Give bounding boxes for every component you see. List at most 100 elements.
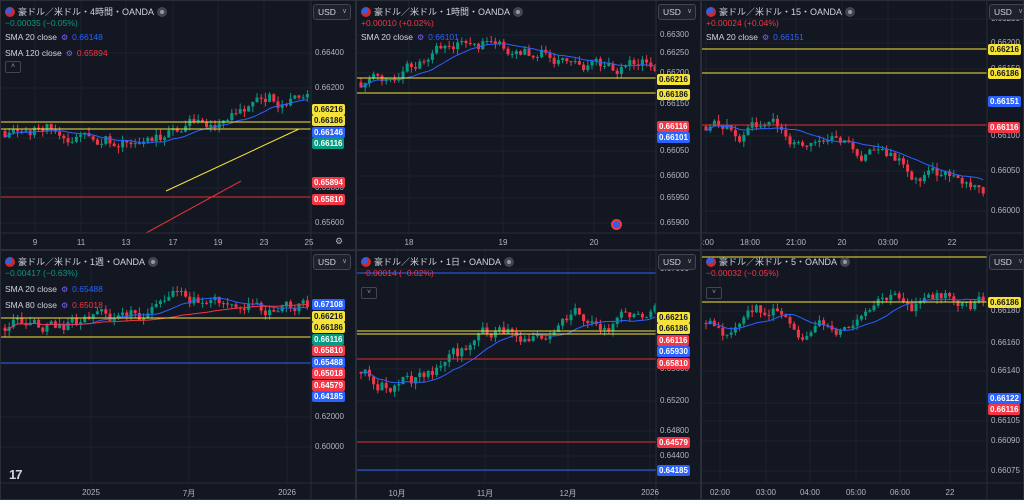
candle-body	[435, 367, 439, 376]
candle-body	[590, 61, 594, 66]
currency-label: USD	[994, 257, 1012, 267]
settings-icon[interactable]: ⚙	[65, 49, 73, 58]
candle-body	[725, 124, 729, 129]
symbol-header[interactable]: 豪ドル／米ドル・15・OANDA	[706, 5, 856, 18]
candle-body	[771, 118, 775, 122]
candle-body	[284, 104, 288, 106]
economic-event-icon[interactable]	[611, 219, 622, 230]
price-change: −0.00014 (−0.02%)	[361, 268, 434, 278]
candle-body	[969, 182, 973, 188]
indicator-legend[interactable]: SMA 20 close ⚙ 0.65488	[5, 284, 103, 294]
chart-pane[interactable]: 豪ドル／米ドル・4時間・OANDA −0.00035 (−0.05%) SMA 20…	[0, 0, 356, 250]
time-axis-label: 22	[947, 238, 957, 247]
indicator-legend[interactable]: SMA 120 close ⚙ 0.65894	[5, 48, 108, 58]
candle-body	[16, 129, 20, 132]
candle-body	[809, 332, 813, 336]
chart-pane[interactable]: 豪ドル／米ドル・15・OANDA +0.00024 (+0.04%) SMA 20 …	[701, 0, 1024, 250]
candle-body	[3, 327, 7, 331]
symbol-header[interactable]: 豪ドル／米ドル・1時間・OANDA	[361, 5, 524, 18]
settings-icon[interactable]: ⚙	[60, 285, 69, 294]
candle-body	[729, 124, 733, 131]
price-tag: 0.65894	[312, 177, 345, 188]
candle-body	[775, 308, 779, 312]
market-status-icon[interactable]	[148, 256, 159, 267]
candle-body	[775, 118, 779, 127]
candle-body	[519, 51, 523, 55]
settings-icon[interactable]: ⚙	[335, 236, 344, 246]
indicator-legend[interactable]: SMA 80 close ⚙ 0.65018	[5, 300, 103, 310]
collapse-legend-button[interactable]: ˅	[706, 287, 722, 299]
collapse-legend-button[interactable]: ˄	[5, 61, 21, 73]
candle-body	[918, 178, 922, 182]
chart-pane[interactable]: 豪ドル／米ドル・1時間・OANDA +0.00010 (+0.02%) SMA 20…	[356, 0, 701, 250]
candle-body	[359, 82, 363, 88]
market-status-icon[interactable]	[513, 6, 524, 17]
currency-selector[interactable]: USD ∨	[658, 254, 697, 270]
candle-body	[456, 348, 460, 357]
market-status-icon[interactable]	[840, 256, 851, 267]
price-plot[interactable]	[702, 251, 1024, 500]
candle-body	[481, 41, 485, 50]
currency-selector[interactable]: USD ∨	[989, 4, 1023, 20]
candle-body	[263, 98, 267, 102]
candle-body	[79, 322, 83, 325]
candle-body	[272, 309, 276, 312]
symbol-header[interactable]: 豪ドル／米ドル・1週・OANDA	[5, 255, 159, 268]
settings-icon[interactable]: ⚙	[60, 301, 69, 310]
currency-selector[interactable]: USD ∨	[658, 4, 697, 20]
symbol-header[interactable]: 豪ドル／米ドル・4時間・OANDA	[5, 5, 168, 18]
candle-body	[746, 310, 750, 318]
collapse-legend-button[interactable]: ˅	[361, 287, 377, 299]
indicator-legend[interactable]: SMA 20 close ⚙ 0.66151	[706, 32, 804, 42]
candle-body	[510, 328, 514, 333]
price-plot[interactable]	[357, 1, 701, 250]
candle-body	[464, 41, 468, 44]
price-tag: 0.64579	[657, 437, 690, 448]
indicator-legend[interactable]: SMA 20 close ⚙ 0.66148	[5, 32, 103, 42]
currency-selector[interactable]: USD ∨	[313, 4, 352, 20]
currency-selector[interactable]: USD ∨	[989, 254, 1023, 270]
candle-body	[217, 296, 221, 304]
candle-body	[927, 170, 931, 176]
price-tag: 0.66116	[657, 121, 690, 132]
candle-body	[472, 340, 476, 346]
time-axis-label: 19	[213, 238, 223, 247]
currency-selector[interactable]: USD ∨	[313, 254, 352, 270]
time-axis-label: 5:00	[702, 238, 714, 247]
candle-body	[62, 324, 66, 330]
chart-pane[interactable]: 豪ドル／米ドル・1日・OANDA −0.00014 (−0.02%) ˅ USD ∨ 0.…	[356, 250, 701, 500]
chart-pane[interactable]: 豪ドル／米ドル・1週・OANDA −0.00417 (−0.63%) SMA 20 …	[0, 250, 356, 500]
market-status-icon[interactable]	[504, 256, 515, 267]
candle-body	[175, 128, 179, 132]
symbol-header[interactable]: 豪ドル／米ドル・5・OANDA	[706, 255, 851, 268]
candle-body	[952, 296, 956, 301]
time-axis-label: 7月	[182, 489, 196, 498]
candle-body	[956, 300, 960, 307]
candle-body	[447, 45, 451, 47]
settings-icon[interactable]: ⚙	[60, 33, 69, 42]
candle-body	[788, 136, 792, 145]
price-axis-label: 0.66200	[315, 83, 344, 92]
currency-label: USD	[318, 7, 336, 17]
candle-body	[653, 305, 657, 312]
market-status-icon[interactable]	[157, 6, 168, 17]
price-plot[interactable]	[1, 1, 356, 250]
indicator-legend[interactable]: SMA 20 close ⚙ 0.66101	[361, 32, 459, 42]
candle-body	[977, 185, 981, 188]
candle-body	[943, 171, 947, 175]
price-plot[interactable]	[1, 251, 356, 500]
candle-body	[640, 313, 644, 318]
price-tag: 0.66216	[312, 311, 345, 322]
symbol-header[interactable]: 豪ドル／米ドル・1日・OANDA	[361, 255, 515, 268]
chart-pane[interactable]: 豪ドル／米ドル・5・OANDA −0.00032 (−0.05%) ˅ USD ∨ 0.6…	[701, 250, 1024, 500]
market-status-icon[interactable]	[845, 6, 856, 17]
price-plot[interactable]	[357, 251, 701, 500]
price-plot[interactable]	[702, 1, 1024, 250]
candle-body	[146, 313, 150, 318]
candle-body	[393, 385, 397, 392]
candle-body	[624, 65, 628, 67]
indicator-label: SMA 20 close	[706, 32, 758, 42]
settings-icon[interactable]: ⚙	[761, 33, 770, 42]
time-axis-label: 2025	[82, 488, 100, 497]
settings-icon[interactable]: ⚙	[416, 33, 425, 42]
